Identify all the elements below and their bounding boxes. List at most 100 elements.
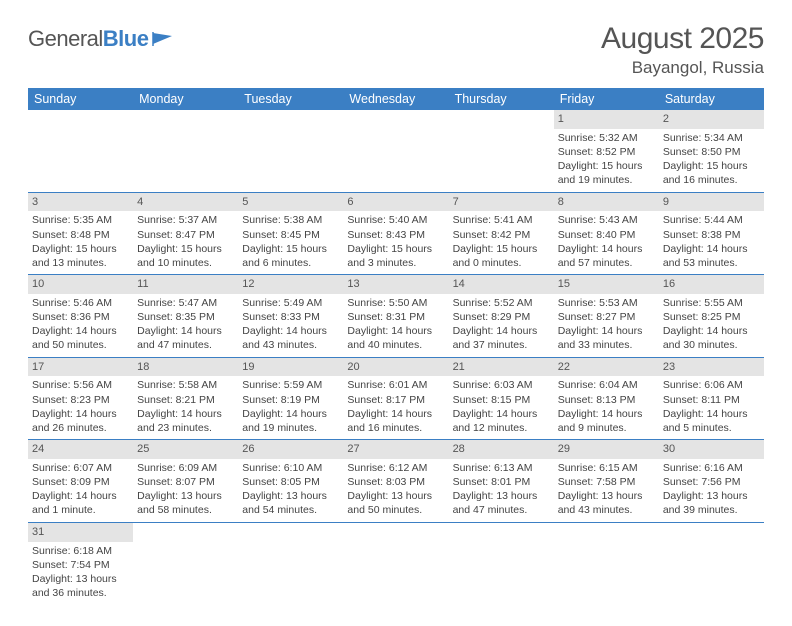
day-body: Sunrise: 5:47 AMSunset: 8:35 PMDaylight:… [133, 294, 238, 357]
sunrise-line: Sunrise: 5:56 AM [32, 378, 129, 392]
day-number: 7 [449, 193, 554, 212]
weekday-header: Sunday [28, 88, 133, 110]
calendar-cell: 8Sunrise: 5:43 AMSunset: 8:40 PMDaylight… [554, 192, 659, 275]
calendar-head: SundayMondayTuesdayWednesdayThursdayFrid… [28, 88, 764, 110]
sunset-line: Sunset: 7:54 PM [32, 558, 129, 572]
sunrise-line: Sunrise: 5:44 AM [663, 213, 760, 227]
sunrise-line: Sunrise: 6:12 AM [347, 461, 444, 475]
sunset-line: Sunset: 8:07 PM [137, 475, 234, 489]
daylight-line: Daylight: 14 hours and 5 minutes. [663, 407, 760, 435]
sunrise-line: Sunrise: 5:38 AM [242, 213, 339, 227]
sunrise-line: Sunrise: 5:34 AM [663, 131, 760, 145]
daylight-line: Daylight: 13 hours and 43 minutes. [558, 489, 655, 517]
day-number: 25 [133, 440, 238, 459]
daylight-line: Daylight: 14 hours and 53 minutes. [663, 242, 760, 270]
day-number: 18 [133, 358, 238, 377]
daylight-line: Daylight: 14 hours and 30 minutes. [663, 324, 760, 352]
calendar-cell: 30Sunrise: 6:16 AMSunset: 7:56 PMDayligh… [659, 440, 764, 523]
sunset-line: Sunset: 8:13 PM [558, 393, 655, 407]
sunrise-line: Sunrise: 5:50 AM [347, 296, 444, 310]
day-number: 26 [238, 440, 343, 459]
calendar-cell [238, 522, 343, 604]
day-number: 14 [449, 275, 554, 294]
sunrise-line: Sunrise: 6:09 AM [137, 461, 234, 475]
daylight-line: Daylight: 14 hours and 33 minutes. [558, 324, 655, 352]
weekday-header: Friday [554, 88, 659, 110]
sunrise-line: Sunrise: 5:52 AM [453, 296, 550, 310]
sunrise-line: Sunrise: 6:04 AM [558, 378, 655, 392]
logo-text: GeneralBlue [28, 26, 148, 52]
sunset-line: Sunset: 8:25 PM [663, 310, 760, 324]
sunset-line: Sunset: 8:21 PM [137, 393, 234, 407]
calendar-cell [343, 110, 448, 192]
sunset-line: Sunset: 8:03 PM [347, 475, 444, 489]
sunrise-line: Sunrise: 5:41 AM [453, 213, 550, 227]
calendar-cell: 24Sunrise: 6:07 AMSunset: 8:09 PMDayligh… [28, 440, 133, 523]
daylight-line: Daylight: 15 hours and 6 minutes. [242, 242, 339, 270]
day-number: 31 [28, 523, 133, 542]
calendar-cell: 12Sunrise: 5:49 AMSunset: 8:33 PMDayligh… [238, 275, 343, 358]
sunrise-line: Sunrise: 5:49 AM [242, 296, 339, 310]
sunrise-line: Sunrise: 5:37 AM [137, 213, 234, 227]
calendar-cell: 16Sunrise: 5:55 AMSunset: 8:25 PMDayligh… [659, 275, 764, 358]
day-body: Sunrise: 5:41 AMSunset: 8:42 PMDaylight:… [449, 211, 554, 274]
day-body: Sunrise: 5:52 AMSunset: 8:29 PMDaylight:… [449, 294, 554, 357]
sunrise-line: Sunrise: 6:15 AM [558, 461, 655, 475]
day-body: Sunrise: 5:59 AMSunset: 8:19 PMDaylight:… [238, 376, 343, 439]
calendar-cell: 25Sunrise: 6:09 AMSunset: 8:07 PMDayligh… [133, 440, 238, 523]
sunset-line: Sunset: 8:43 PM [347, 228, 444, 242]
weekday-header: Saturday [659, 88, 764, 110]
sunrise-line: Sunrise: 6:10 AM [242, 461, 339, 475]
sunset-line: Sunset: 8:36 PM [32, 310, 129, 324]
calendar-cell [449, 522, 554, 604]
sunset-line: Sunset: 8:35 PM [137, 310, 234, 324]
sunset-line: Sunset: 8:09 PM [32, 475, 129, 489]
sunrise-line: Sunrise: 6:03 AM [453, 378, 550, 392]
calendar-cell: 23Sunrise: 6:06 AMSunset: 8:11 PMDayligh… [659, 357, 764, 440]
calendar-cell: 4Sunrise: 5:37 AMSunset: 8:47 PMDaylight… [133, 192, 238, 275]
month-title: August 2025 [601, 22, 764, 56]
daylight-line: Daylight: 14 hours and 50 minutes. [32, 324, 129, 352]
sunset-line: Sunset: 8:33 PM [242, 310, 339, 324]
calendar-cell: 21Sunrise: 6:03 AMSunset: 8:15 PMDayligh… [449, 357, 554, 440]
weekday-header: Thursday [449, 88, 554, 110]
daylight-line: Daylight: 15 hours and 10 minutes. [137, 242, 234, 270]
calendar-cell: 13Sunrise: 5:50 AMSunset: 8:31 PMDayligh… [343, 275, 448, 358]
daylight-line: Daylight: 14 hours and 12 minutes. [453, 407, 550, 435]
day-body: Sunrise: 5:50 AMSunset: 8:31 PMDaylight:… [343, 294, 448, 357]
calendar-cell: 10Sunrise: 5:46 AMSunset: 8:36 PMDayligh… [28, 275, 133, 358]
day-number: 20 [343, 358, 448, 377]
day-number: 15 [554, 275, 659, 294]
day-body: Sunrise: 6:10 AMSunset: 8:05 PMDaylight:… [238, 459, 343, 522]
calendar-cell: 22Sunrise: 6:04 AMSunset: 8:13 PMDayligh… [554, 357, 659, 440]
day-number: 11 [133, 275, 238, 294]
day-number: 5 [238, 193, 343, 212]
header: GeneralBlue August 2025 Bayangol, Russia [28, 22, 764, 78]
day-number: 12 [238, 275, 343, 294]
sunrise-line: Sunrise: 6:18 AM [32, 544, 129, 558]
calendar-cell: 17Sunrise: 5:56 AMSunset: 8:23 PMDayligh… [28, 357, 133, 440]
calendar-cell: 28Sunrise: 6:13 AMSunset: 8:01 PMDayligh… [449, 440, 554, 523]
calendar-cell [28, 110, 133, 192]
day-body: Sunrise: 5:32 AMSunset: 8:52 PMDaylight:… [554, 129, 659, 192]
weekday-header: Tuesday [238, 88, 343, 110]
day-body: Sunrise: 5:49 AMSunset: 8:33 PMDaylight:… [238, 294, 343, 357]
calendar-cell: 5Sunrise: 5:38 AMSunset: 8:45 PMDaylight… [238, 192, 343, 275]
calendar-cell: 14Sunrise: 5:52 AMSunset: 8:29 PMDayligh… [449, 275, 554, 358]
calendar-cell: 6Sunrise: 5:40 AMSunset: 8:43 PMDaylight… [343, 192, 448, 275]
sunset-line: Sunset: 8:05 PM [242, 475, 339, 489]
daylight-line: Daylight: 14 hours and 57 minutes. [558, 242, 655, 270]
day-number: 23 [659, 358, 764, 377]
day-number: 9 [659, 193, 764, 212]
day-body: Sunrise: 5:43 AMSunset: 8:40 PMDaylight:… [554, 211, 659, 274]
daylight-line: Daylight: 13 hours and 47 minutes. [453, 489, 550, 517]
calendar-cell: 11Sunrise: 5:47 AMSunset: 8:35 PMDayligh… [133, 275, 238, 358]
sunrise-line: Sunrise: 5:47 AM [137, 296, 234, 310]
calendar-cell: 9Sunrise: 5:44 AMSunset: 8:38 PMDaylight… [659, 192, 764, 275]
sunrise-line: Sunrise: 5:43 AM [558, 213, 655, 227]
sunset-line: Sunset: 8:38 PM [663, 228, 760, 242]
daylight-line: Daylight: 14 hours and 47 minutes. [137, 324, 234, 352]
daylight-line: Daylight: 13 hours and 54 minutes. [242, 489, 339, 517]
daylight-line: Daylight: 13 hours and 50 minutes. [347, 489, 444, 517]
sunrise-line: Sunrise: 6:06 AM [663, 378, 760, 392]
